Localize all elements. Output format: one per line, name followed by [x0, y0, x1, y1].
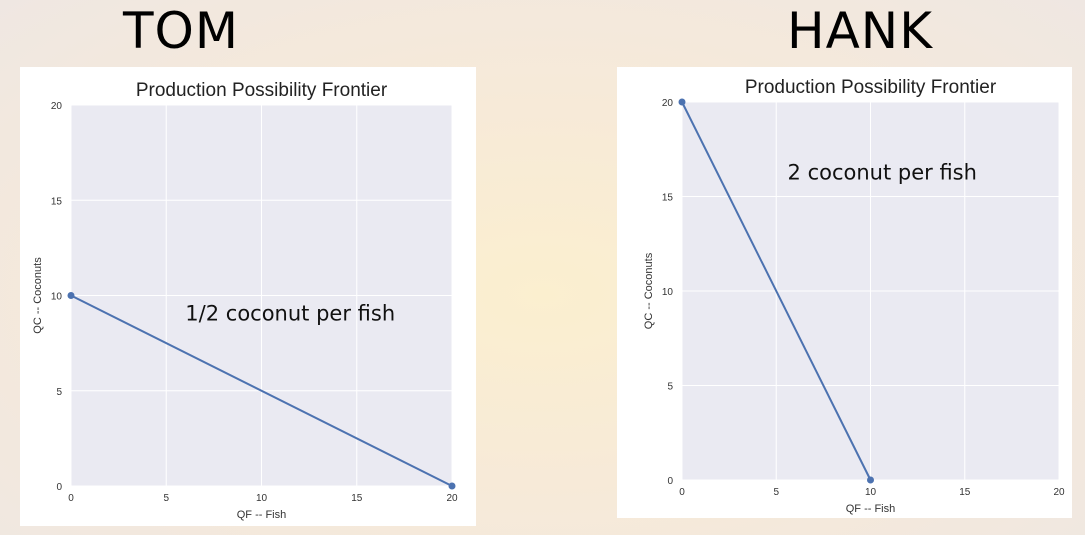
x-axis-label: QF -- Fish: [237, 509, 287, 521]
x-tick-label: 10: [256, 493, 268, 504]
x-tick-label: 10: [865, 487, 877, 498]
x-tick-label: 20: [446, 493, 458, 504]
data-point: [867, 476, 874, 484]
ppf-line: [681, 101, 872, 481]
y-axis-label: QC -- Coconuts: [32, 257, 44, 334]
chart-title: Production Possibility Frontier: [136, 80, 388, 101]
y-axis-label: QC -- Coconuts: [643, 252, 655, 329]
y-tick-label: 20: [662, 98, 674, 109]
y-tick-label: 10: [51, 292, 63, 303]
y-tick-label: 20: [51, 101, 63, 112]
y-tick-label: 10: [662, 287, 674, 298]
ppf-chart-tom: 0 5 10 15 20 0 5 10 15 20 Production Possibility F…: [32, 80, 458, 521]
x-tick-label: 0: [679, 487, 685, 498]
data-point: [67, 292, 75, 299]
chart-panel-tom: 0 5 10 15 20 0 5 10 15 20 Production Possibility F…: [20, 67, 476, 526]
heading-tom: TOM: [123, 2, 240, 60]
y-tick-label: 0: [56, 482, 62, 493]
annotation-label: 1/2 coconut per fish: [185, 301, 395, 325]
x-tick-label: 5: [163, 493, 169, 504]
x-tick-label: 15: [351, 493, 363, 504]
annotation-label: 2 coconut per fish: [788, 160, 977, 184]
y-tick-label: 15: [51, 196, 63, 207]
data-point: [678, 98, 686, 106]
chart-title: Production Possibility Frontier: [745, 77, 997, 98]
y-tick-label: 5: [667, 382, 673, 393]
y-tick-label: 15: [662, 193, 674, 204]
y-tick-label: 0: [667, 476, 673, 487]
x-tick-label: 5: [773, 487, 779, 498]
ppf-line: [70, 294, 453, 487]
x-tick-label: 0: [68, 493, 74, 504]
chart-panel-hank: 0 5 10 15 20 0 5 10 15 20 Production Possibility F…: [617, 67, 1072, 518]
ppf-chart-hank: 0 5 10 15 20 0 5 10 15 20 Production Possibility F…: [643, 77, 1065, 515]
heading-hank: HANK: [787, 2, 933, 60]
x-tick-label: 15: [959, 487, 971, 498]
y-tick-label: 5: [56, 387, 62, 398]
x-axis-label: QF -- Fish: [846, 503, 896, 515]
x-tick-label: 20: [1053, 487, 1065, 498]
data-point: [448, 482, 456, 490]
